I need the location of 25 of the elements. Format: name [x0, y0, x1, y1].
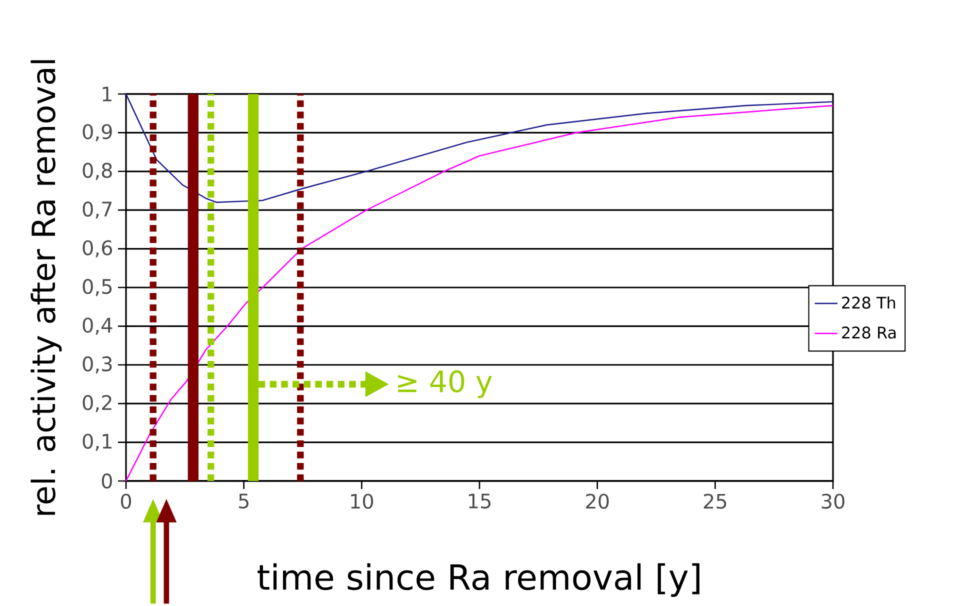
x-tick-label: 5: [239, 494, 248, 509]
annotation: ≥ 40 y: [398, 370, 492, 398]
legend-label: 228 Th: [842, 296, 896, 309]
y-tick-label: 1: [102, 86, 112, 102]
y-tick-label: 0,8: [82, 162, 112, 180]
line-series: [125, 93, 834, 204]
x-tick-label: 0: [120, 494, 132, 509]
x-tick-label: 20: [586, 494, 609, 509]
y-tick-label: 0,3: [82, 356, 112, 374]
y-tick-label: 0: [102, 473, 112, 489]
legend-label: 228 Ra: [842, 326, 896, 339]
y-tick-label: 0,2: [82, 395, 112, 412]
y-tick-label: 0,1: [82, 434, 112, 451]
x-tick-label: 30: [822, 494, 844, 509]
x-tick-label: 25: [704, 494, 726, 509]
x-tick-label: 15: [468, 494, 490, 509]
x-axis-title: time since Ra removal [y]: [258, 563, 700, 597]
y-tick-label: 0,9: [82, 124, 112, 142]
y-tick-label: 0,4: [82, 318, 112, 335]
y-tick-label: 0,7: [82, 202, 112, 219]
y-axis-title: rel. activity after Ra removal: [30, 60, 62, 515]
y-tick-label: 0,5: [82, 278, 112, 296]
x-tick-label: 10: [351, 494, 374, 509]
y-tick-label: 0,6: [82, 240, 112, 258]
line-series: [125, 104, 834, 482]
